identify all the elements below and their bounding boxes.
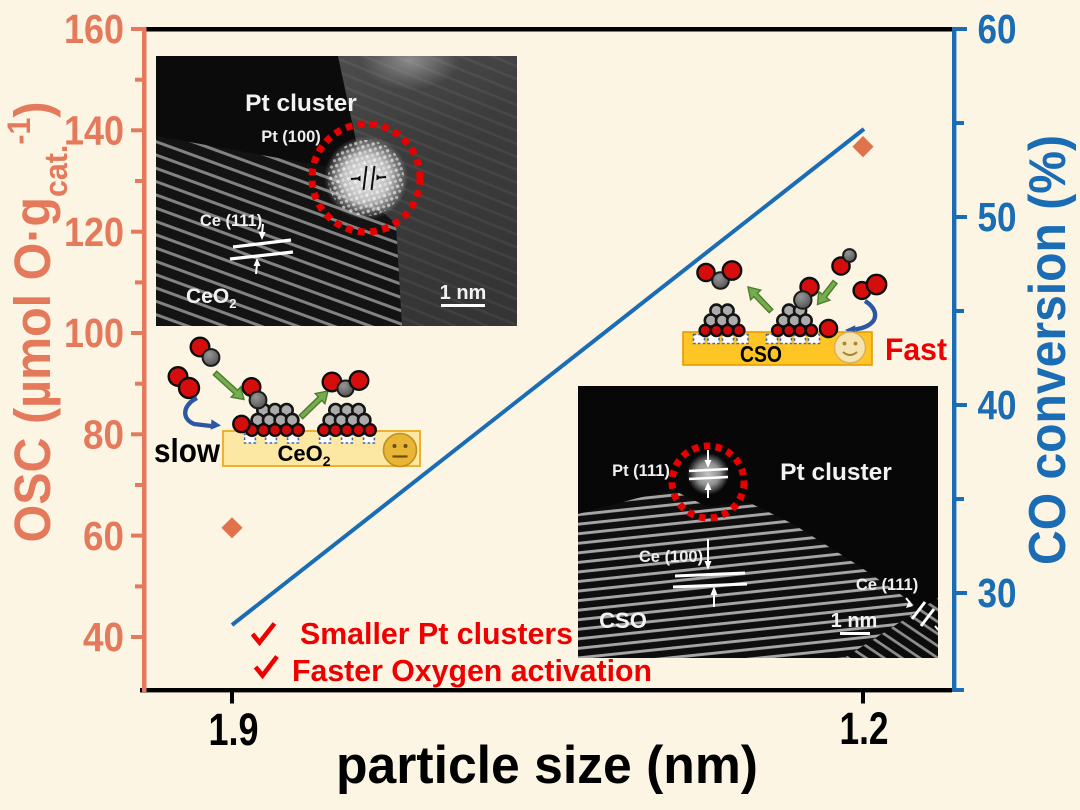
svg-text:100: 100: [64, 310, 124, 356]
svg-text:Pt (100): Pt (100): [261, 128, 321, 146]
svg-text:120: 120: [64, 209, 124, 255]
svg-text:Pt cluster: Pt cluster: [245, 90, 357, 117]
svg-text:1.9: 1.9: [209, 704, 259, 755]
svg-text:slow: slow: [154, 432, 220, 469]
svg-text:60: 60: [978, 6, 1017, 52]
svg-text:CeO2: CeO2: [277, 441, 330, 469]
svg-text:CSO: CSO: [599, 608, 647, 633]
svg-text:1 nm: 1 nm: [831, 610, 878, 632]
svg-text:1 nm: 1 nm: [440, 282, 487, 304]
svg-text:CO conversion (%): CO conversion (%): [1019, 135, 1077, 565]
svg-text:Ce (100): Ce (100): [639, 548, 703, 566]
svg-text:50: 50: [978, 194, 1017, 240]
svg-text:Smaller Pt clusters: Smaller Pt clusters: [300, 617, 573, 651]
svg-text:Pt cluster: Pt cluster: [780, 459, 892, 486]
svg-text:particle size (nm): particle size (nm): [336, 736, 758, 795]
svg-text:140: 140: [64, 108, 124, 154]
svg-text:Ce (111): Ce (111): [200, 212, 262, 230]
svg-text:Ce (111): Ce (111): [856, 576, 918, 594]
svg-text:CeO2: CeO2: [186, 285, 236, 311]
svg-text:Pt (111): Pt (111): [612, 462, 670, 480]
svg-text:CSO: CSO: [740, 341, 782, 367]
svg-text:Fast: Fast: [885, 331, 947, 367]
svg-text:60: 60: [83, 513, 124, 559]
svg-text:40: 40: [978, 382, 1017, 428]
svg-text:30: 30: [978, 570, 1017, 616]
svg-text:40: 40: [83, 614, 124, 660]
svg-text:Faster Oxygen activation: Faster Oxygen activation: [292, 654, 652, 688]
svg-text:1.2: 1.2: [840, 703, 889, 754]
svg-text:160: 160: [64, 6, 124, 52]
svg-text:80: 80: [83, 412, 124, 458]
